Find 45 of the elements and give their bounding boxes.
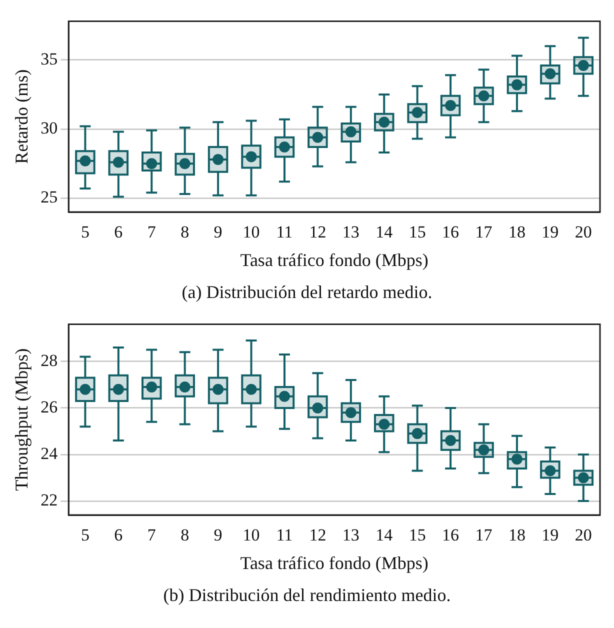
x-tick-label: 11 (276, 526, 293, 545)
x-tick-label: 18 (508, 222, 526, 242)
x-tick-label: 11 (276, 222, 293, 242)
x-tick-label: 18 (508, 526, 526, 545)
x-tick-label: 5 (80, 526, 90, 545)
x-tick-label: 5 (80, 222, 90, 242)
x-tick-label: 9 (214, 526, 222, 545)
x-tick-label: 8 (180, 526, 190, 545)
x-axis-title: Tasa tráfico fondo (Mbps) (240, 552, 428, 573)
x-tick-label: 20 (574, 222, 592, 242)
y-tick-label: 28 (40, 350, 58, 370)
x-tick-label: 14 (376, 222, 394, 242)
x-tick-label: 17 (475, 222, 493, 242)
y-axis-title: Retardo (ms) (12, 69, 32, 164)
x-tick-label: 14 (376, 526, 394, 545)
x-tick-label: 13 (342, 526, 360, 545)
x-tick-label: 7 (147, 222, 156, 242)
x-tick-label: 10 (242, 222, 260, 242)
y-tick-label: 30 (40, 118, 58, 138)
x-tick-label: 20 (574, 526, 592, 545)
x-tick-label: 16 (442, 222, 460, 242)
x-tick-label: 19 (542, 222, 559, 242)
x-tick-label: 7 (147, 526, 156, 545)
x-axis-title: Tasa tráfico fondo (Mbps) (240, 250, 428, 270)
y-tick-label: 35 (40, 49, 58, 68)
x-tick-label: 12 (309, 526, 326, 545)
y-tick-label: 24 (40, 444, 58, 463)
x-tick-label: 6 (114, 526, 123, 545)
y-tick-label: 22 (40, 490, 58, 510)
text: (b) Distribución del rendimiento medio. (162, 585, 452, 606)
x-tick-label: 17 (475, 526, 493, 545)
y-tick-label: 25 (40, 188, 58, 207)
x-tick-label: 19 (542, 526, 559, 545)
x-tick-label: 15 (408, 222, 426, 242)
text: (a) Distribución del retardo medio. (180, 282, 434, 303)
x-tick-label: 13 (342, 222, 360, 242)
x-tick-label: 6 (114, 222, 123, 242)
y-axis-title: Throughput (Mbps) (12, 348, 32, 491)
x-tick-label: 15 (408, 526, 426, 545)
x-tick-label: 9 (214, 222, 222, 242)
x-tick-label: 12 (309, 222, 326, 242)
x-tick-label: 16 (442, 526, 460, 545)
y-tick-label: 26 (40, 397, 58, 416)
x-tick-label: 10 (242, 526, 260, 545)
x-tick-label: 8 (180, 222, 190, 242)
